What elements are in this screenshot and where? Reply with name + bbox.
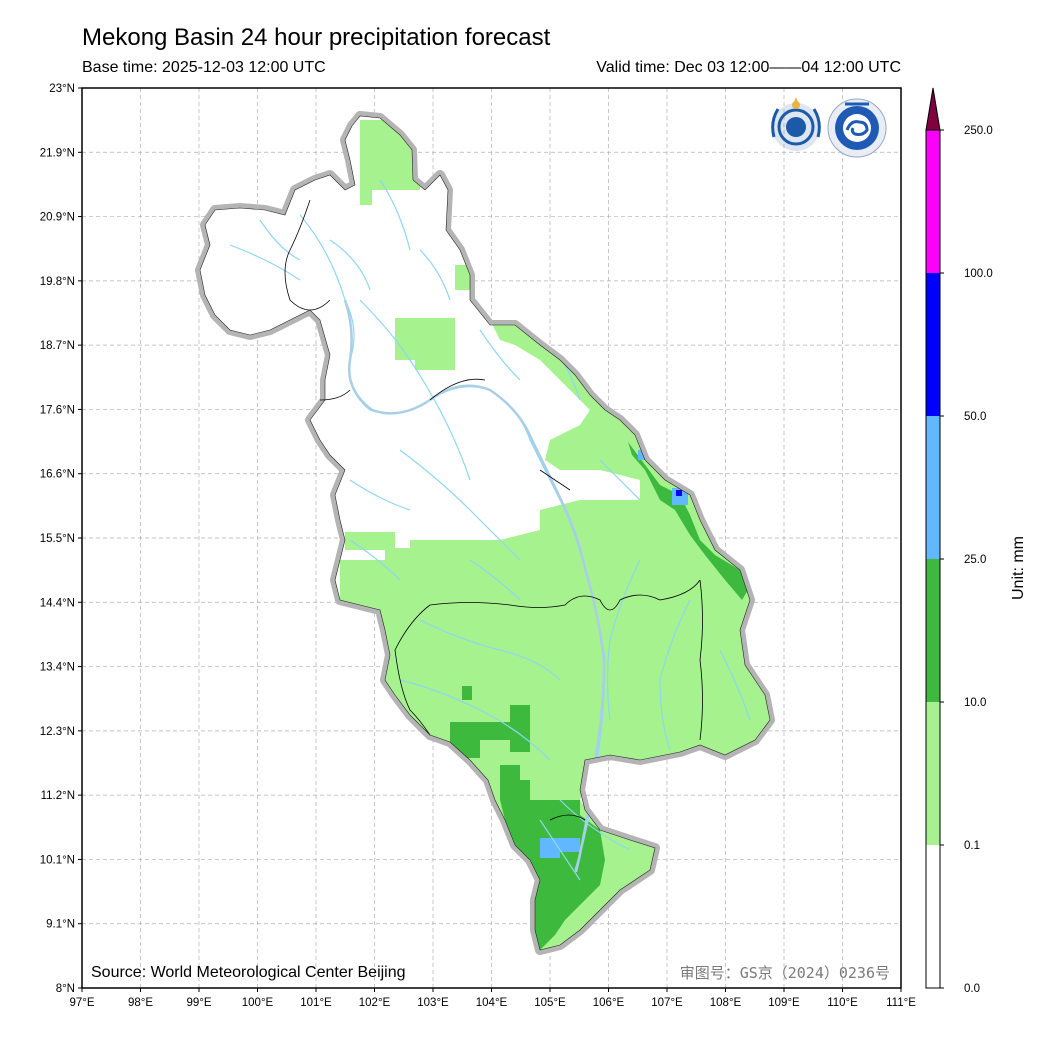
colorbar-tick-label: 50.0 [964, 411, 986, 423]
precip-heavy-region [540, 450, 688, 858]
colorbar-tick-label: 0.0 [964, 983, 980, 995]
precip-moderate-region [450, 442, 748, 950]
lon-tick-label: 99°E [186, 997, 211, 1009]
base-time: Base time: 2025-12-03 12:00 UTC [82, 59, 326, 76]
lat-tick-label: 8°N [56, 983, 75, 995]
lat-tick-label: 9.1°N [46, 919, 75, 931]
lat-tick-label: 19.8°N [40, 276, 75, 288]
lon-tick-label: 108°E [710, 997, 742, 1009]
lat-tick-label: 20.9°N [40, 212, 75, 224]
lat-tick-label: 15.5°N [40, 533, 75, 545]
colorbar-tick-label: 250.0 [964, 125, 993, 137]
colorbar-unit: Unit: mm [1010, 536, 1027, 600]
lat-tick-label: 11.2°N [41, 790, 75, 802]
lon-tick-label: 100°E [242, 997, 274, 1009]
lon-tick-label: 102°E [359, 997, 391, 1009]
lon-tick-label: 98°E [128, 997, 153, 1009]
lon-tick-label: 110°E [827, 997, 858, 1009]
colorbar-segment [926, 845, 940, 988]
colorbar-tick-label: 0.1 [964, 840, 980, 852]
lon-tick-label: 106°E [593, 997, 625, 1009]
map-title: Mekong Basin 24 hour precipitation forec… [82, 24, 551, 51]
precip-veryheavy-region [676, 490, 682, 496]
colorbar-segment [926, 273, 940, 416]
lat-tick-label: 13.4°N [40, 662, 75, 674]
lat-tick-label: 12.3°N [40, 726, 75, 738]
colorbar-tick-label: 100.0 [964, 268, 993, 280]
lon-tick-label: 111°E [886, 997, 916, 1009]
lat-tick-label: 23°N [49, 83, 75, 95]
colorbar-segment [926, 702, 940, 845]
lat-tick-label: 17.6°N [40, 404, 75, 416]
cma-emblem [827, 98, 887, 158]
lon-tick-label: 104°E [476, 997, 508, 1009]
colorbar: 0.0 0.1 10.0 25.0 50.0 100.0 250.0 [925, 87, 993, 995]
lat-tick-label: 14.4°N [40, 597, 75, 609]
axis-ticks: 23°N 21.9°N 20.9°N 19.8°N 18.7°N 17.6°N 16.6°N… [40, 83, 917, 1009]
colorbar-segment [926, 559, 940, 702]
lon-tick-label: 97°E [69, 997, 94, 1009]
lon-tick-label: 101°E [300, 997, 332, 1009]
valid-time: Valid time: Dec 03 12:00——04 12:00 UTC [596, 59, 901, 76]
main-river [343, 299, 606, 873]
lon-tick-label: 103°E [417, 997, 449, 1009]
wmo-emblem [771, 97, 821, 151]
lat-tick-label: 18.7°N [40, 340, 75, 352]
lat-tick-label: 10.1°N [40, 854, 75, 866]
colorbar-extension [925, 87, 941, 131]
source-credit: Source: World Meteorological Center Beij… [91, 964, 406, 981]
lat-tick-label: 16.6°N [40, 469, 75, 481]
colorbar-tick-label: 10.0 [964, 697, 986, 709]
colorbar-tick-label: 25.0 [964, 554, 986, 566]
lon-tick-label: 109°E [768, 997, 800, 1009]
approval-number: 审图号：GS京（2024）0236号 [680, 964, 890, 982]
lon-tick-label: 107°E [651, 997, 683, 1009]
colorbar-segment [926, 416, 940, 559]
lon-tick-label: 105°E [534, 997, 566, 1009]
colorbar-segment [926, 130, 940, 273]
lat-tick-label: 21.9°N [40, 147, 75, 159]
